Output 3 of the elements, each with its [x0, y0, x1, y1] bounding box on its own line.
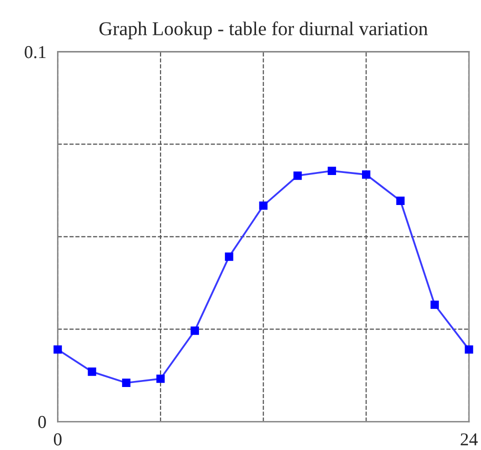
y-tick-label: 0.1	[24, 46, 46, 58]
x-tick-label: 24	[460, 433, 478, 446]
chart-title: Graph Lookup - table for diurnal variation	[99, 21, 428, 40]
